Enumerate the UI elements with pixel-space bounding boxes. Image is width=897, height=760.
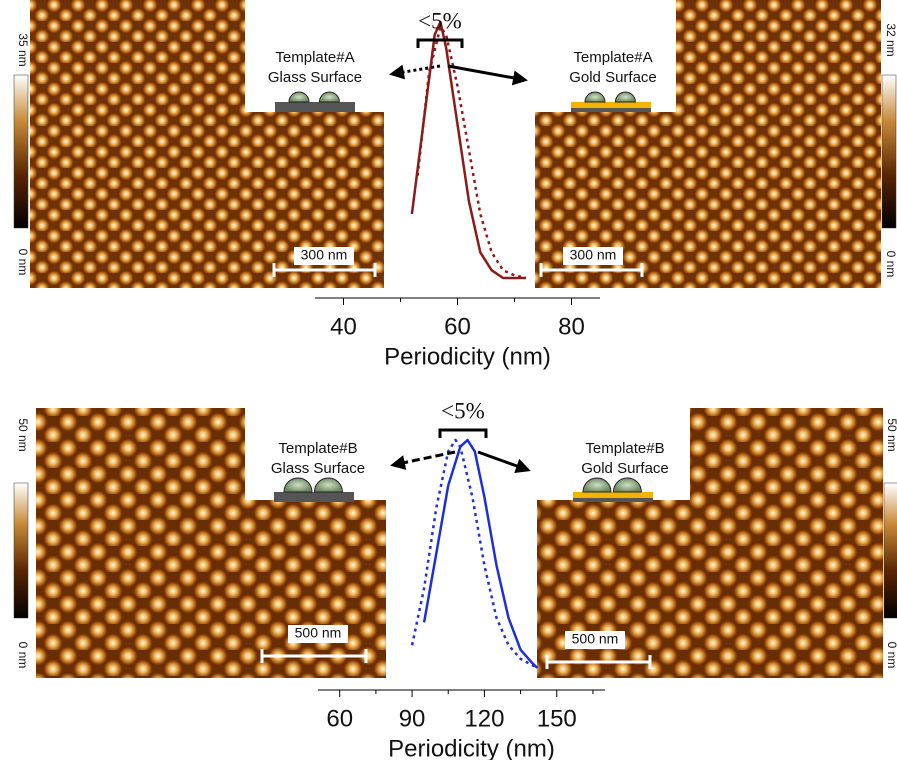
surface-label: Gold Surface bbox=[581, 460, 669, 477]
distribution-curve bbox=[416, 25, 527, 280]
nanodome bbox=[612, 477, 642, 493]
nanodome bbox=[283, 477, 313, 493]
scale-bar bbox=[260, 649, 368, 663]
substrate bbox=[274, 492, 354, 502]
arrow-gold bbox=[447, 64, 528, 86]
nanodome bbox=[614, 91, 636, 103]
substrate bbox=[573, 498, 653, 502]
x-axis-label: Periodicity (nm) bbox=[384, 343, 551, 370]
colorbar bbox=[883, 482, 897, 619]
afm-image bbox=[36, 408, 386, 678]
x-tick-label: 60 bbox=[444, 313, 471, 340]
nanodome bbox=[584, 91, 606, 103]
distribution-curve bbox=[410, 438, 539, 670]
x-tick-label: 150 bbox=[537, 705, 577, 732]
scale-bar-label: 500 nm bbox=[572, 631, 619, 647]
gold-layer bbox=[571, 102, 651, 108]
template-label: Template#B bbox=[278, 440, 357, 457]
scale-bar-bg bbox=[288, 625, 348, 643]
surface-label: Glass Surface bbox=[271, 460, 365, 477]
distribution-curve bbox=[410, 20, 526, 280]
x-tick-label: 90 bbox=[399, 705, 426, 732]
colorbar bbox=[881, 74, 897, 229]
colorbar bbox=[13, 482, 29, 619]
scale-bar-bg bbox=[565, 631, 625, 649]
x-axis-label: Periodicity (nm) bbox=[388, 735, 555, 760]
distribution-curve bbox=[422, 438, 539, 669]
substrate bbox=[571, 108, 651, 112]
gold-layer bbox=[573, 492, 653, 498]
colorbar-min: 0 nm bbox=[16, 642, 30, 669]
surface-label: Glass Surface bbox=[268, 69, 362, 86]
template-label: Template#A bbox=[275, 49, 354, 66]
x-tick-label: 80 bbox=[558, 313, 585, 340]
scale-bar-bg bbox=[563, 247, 623, 265]
colorbar-min: 0 nm bbox=[885, 642, 897, 669]
scale-bar-label: 300 nm bbox=[301, 247, 348, 263]
nanodome bbox=[313, 477, 343, 493]
scale-bar-label: 500 nm bbox=[295, 625, 342, 641]
spread-bracket bbox=[438, 428, 488, 438]
colorbar-min: 0 nm bbox=[884, 251, 897, 278]
template-label: Template#A bbox=[573, 49, 652, 66]
scale-bar-bg bbox=[294, 247, 354, 265]
scale-bar bbox=[272, 263, 377, 277]
substrate bbox=[275, 102, 355, 112]
colorbar-max: 50 nm bbox=[885, 418, 897, 451]
afm-image bbox=[535, 0, 881, 288]
nanodome bbox=[582, 477, 612, 493]
scale-bar bbox=[539, 263, 644, 277]
nanodome bbox=[318, 91, 340, 103]
arrow-glass bbox=[389, 64, 441, 80]
scale-bar-label: 300 nm bbox=[570, 247, 617, 263]
spread-label: <5% bbox=[418, 8, 462, 33]
afm-image bbox=[537, 408, 883, 678]
colorbar-max: 50 nm bbox=[16, 418, 30, 451]
colorbar-min: 0 nm bbox=[16, 249, 30, 276]
surface-label: Gold Surface bbox=[569, 69, 657, 86]
x-tick-label: 120 bbox=[464, 705, 504, 732]
scale-bar bbox=[545, 655, 652, 669]
arrow-gold bbox=[477, 450, 531, 473]
spread-bracket bbox=[416, 38, 464, 48]
template-label: Template#B bbox=[585, 440, 664, 457]
spread-label: <5% bbox=[441, 398, 485, 423]
colorbar-max: 35 nm bbox=[16, 33, 30, 66]
x-tick-label: 40 bbox=[330, 313, 357, 340]
nanodome bbox=[288, 91, 310, 103]
colorbar bbox=[13, 74, 29, 229]
colorbar-max: 32 nm bbox=[884, 23, 897, 56]
x-tick-label: 60 bbox=[326, 705, 353, 732]
arrow-glass bbox=[390, 450, 456, 470]
afm-image bbox=[30, 0, 384, 288]
